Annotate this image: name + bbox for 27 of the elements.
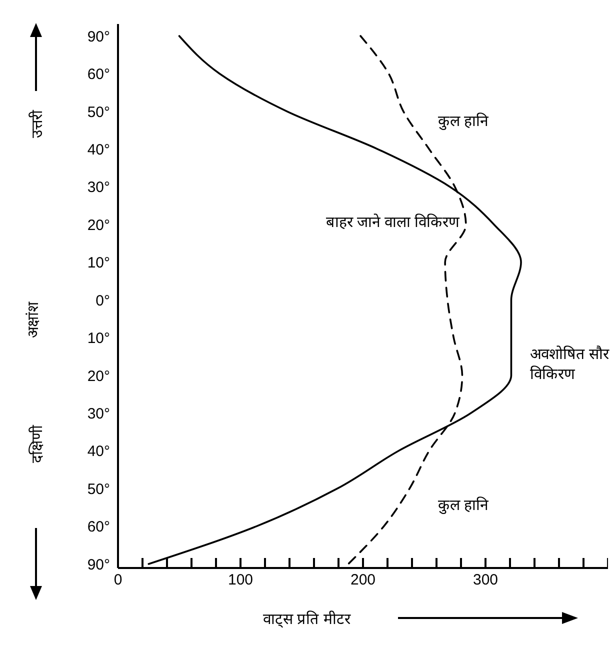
y-tick-label: 40° [87, 443, 110, 460]
y-tick-label: 90° [87, 28, 110, 46]
x-tick-label: 200 [350, 572, 376, 589]
x-tick-label: 0 [114, 572, 122, 589]
text: उत्तरी [28, 110, 46, 138]
y-tick-label: 20° [87, 368, 110, 385]
y-axis-title: अक्षांश [24, 302, 42, 338]
y-tick-label: 60° [87, 66, 110, 84]
y-tick-label: 60° [87, 518, 110, 536]
y-tick-label: 10° [87, 254, 110, 272]
y-tick-label: 90° [87, 556, 110, 574]
y-tick-label: 50° [87, 480, 110, 498]
y-tick-label: 30° [87, 179, 110, 196]
x-tick-label: 300 [472, 572, 498, 589]
annotation: कुल हानि [438, 112, 488, 130]
annotation: कुल हानि [438, 496, 488, 514]
y-tick-label: 20° [87, 216, 110, 234]
text: दक्षिणी [28, 425, 46, 463]
y-tick-label: 30° [87, 405, 110, 422]
y-tick-label: 0° [96, 292, 110, 310]
x-tick-label: 100 [228, 572, 254, 589]
series-label: बाहर जाने वाला विकिरण [326, 212, 461, 231]
x-axis-title: वाट्स प्रति मीटर [263, 610, 350, 628]
y-tick-label: 50° [87, 104, 110, 121]
y-tick-label: 10° [87, 330, 110, 348]
y-tick-label: 40° [87, 141, 110, 158]
series-label: अवशोषित सौर विकिरण [530, 344, 610, 383]
